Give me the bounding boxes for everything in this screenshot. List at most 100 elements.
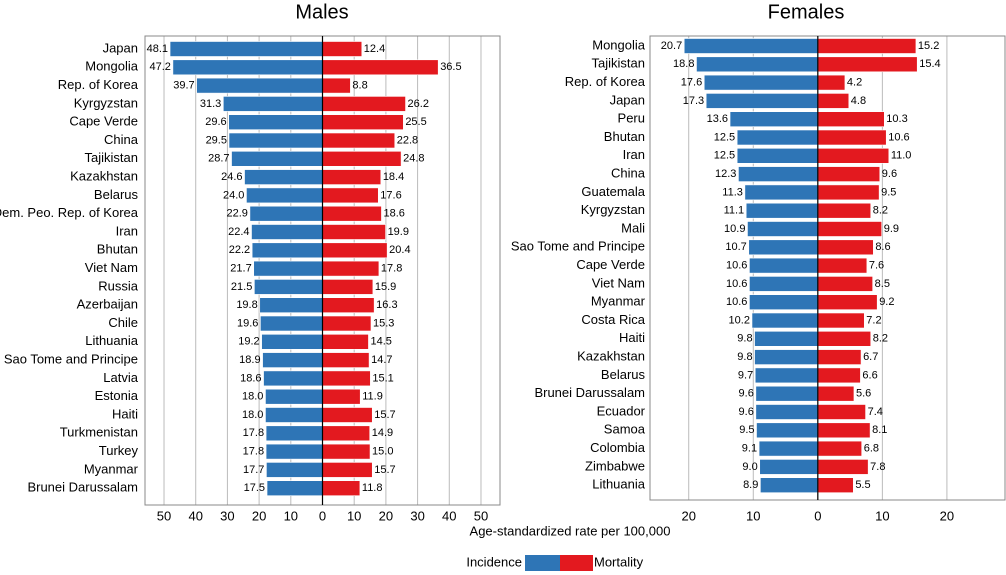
bar [322,333,369,350]
data-label: 4.2 [847,77,862,89]
data-label: 10.6 [726,278,747,290]
data-label: 18.6 [383,208,404,220]
bar [262,352,323,368]
category-label: Chile [108,315,138,330]
bar [744,184,819,201]
x-tick-label: 40 [442,508,456,523]
bar [703,74,819,91]
data-label: 11.3 [722,186,743,198]
bar [817,422,871,439]
data-label: 15.1 [372,372,393,384]
data-label: 7.4 [868,406,883,418]
data-label: 12.5 [714,150,735,162]
category-label: Brunei Darussalam [27,480,138,495]
bar [817,129,887,146]
data-label: 15.0 [372,446,393,458]
bar [322,132,396,149]
data-label: 17.5 [244,482,265,494]
category-label: Samoa [604,422,646,437]
data-label: 9.5 [881,186,896,198]
category-label: Japan [103,40,138,55]
bar [749,276,819,292]
bar [322,242,388,259]
data-label: 25.5 [405,116,426,128]
category-label: Peru [618,111,645,126]
legend-label: Incidence [466,554,522,569]
category-label: Belarus [94,187,139,202]
bar [322,187,379,204]
bar [817,385,855,402]
category-label: Myanmar [84,461,139,476]
category-label: Mongolia [85,59,139,74]
data-label: 9.1 [742,443,757,455]
x-tick-label: 10 [284,508,298,523]
bar [736,148,819,164]
category-label: Kyrgyzstan [74,95,138,110]
bar [754,367,819,384]
bar [322,480,361,497]
data-label: 10.6 [726,260,747,272]
x-tick-label: 50 [474,508,488,523]
x-tick-label: 50 [157,508,171,523]
data-label: 21.5 [231,281,252,293]
bar [222,96,323,112]
data-label: 18.8 [673,58,694,70]
bar [254,279,323,295]
data-label: 9.7 [738,369,753,381]
category-label: Japan [610,92,645,107]
data-label: 21.7 [230,263,251,275]
bar [322,59,439,76]
bar [322,96,406,112]
data-label: 12.3 [715,168,736,180]
bar [322,41,363,57]
category-label: Haiti [112,406,138,421]
bar [749,294,819,311]
data-label: 8.6 [875,241,890,253]
bar [322,114,404,130]
bar [817,294,878,311]
data-label: 12.5 [714,131,735,143]
data-label: 14.5 [370,336,391,348]
category-label: Guatemala [581,184,645,199]
bar [817,477,854,494]
category-label: Haiti [619,330,645,345]
data-label: 19.6 [237,317,258,329]
category-label: Brunei Darussalam [534,385,645,400]
data-label: 9.6 [739,388,754,400]
data-label: 9.5 [739,424,754,436]
data-label: 18.0 [242,409,263,421]
data-label: 9.9 [884,223,899,235]
bar [265,388,323,405]
bar [261,333,323,350]
data-label: 8.5 [875,278,890,290]
data-label: 4.8 [851,95,866,107]
bar [172,59,323,76]
data-label: 10.3 [886,113,907,125]
bar [259,297,323,314]
category-label: Mali [621,220,645,235]
data-label: 39.7 [173,80,194,92]
bar [817,312,865,329]
data-label: 5.6 [856,388,871,400]
bar [817,38,917,54]
category-label: Tajikistan [592,56,645,71]
category-label: Belarus [601,367,646,382]
bar [265,425,323,442]
data-label: 15.7 [374,464,395,476]
data-label: 20.4 [389,244,410,256]
category-label: Rep. of Korea [58,77,139,92]
bar [266,480,323,497]
data-label: 6.7 [863,351,878,363]
data-label: 10.6 [888,131,909,143]
category-label: Tajikistan [85,150,138,165]
data-label: 10.2 [729,314,750,326]
bar [747,221,819,237]
bar [749,257,819,274]
bar [817,111,885,127]
data-label: 19.9 [388,226,409,238]
bar [322,315,372,332]
bar [817,276,873,292]
data-label: 17.7 [243,464,264,476]
data-label: 22.8 [397,134,418,146]
x-tick-label: 30 [220,508,234,523]
